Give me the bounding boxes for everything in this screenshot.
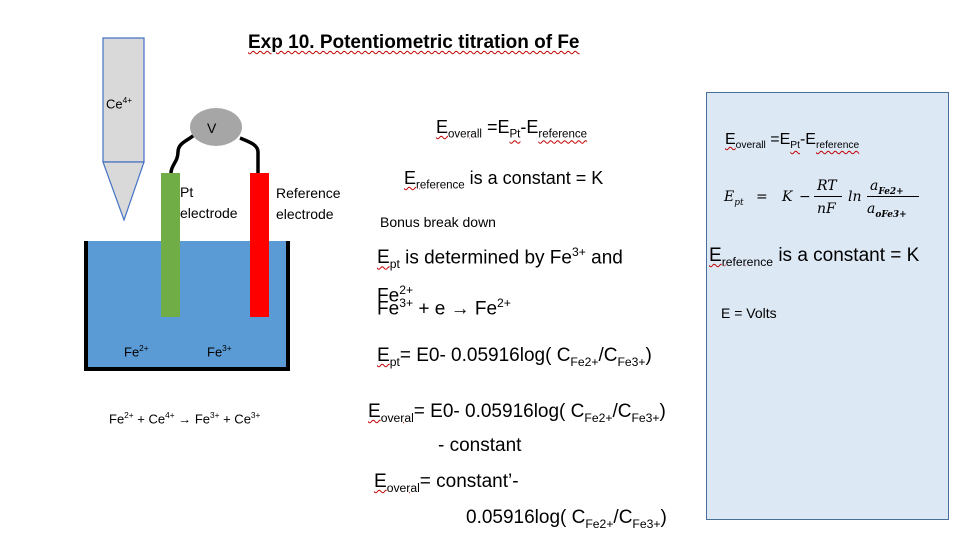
nernst-equation: Ept= E0- 0.05916log( CFe2+/CFe3+) — [377, 345, 652, 369]
panel-e-reference: Ereference is a constant = K — [709, 245, 920, 269]
overall-equation-2: Eoveral= constant’- 0.05916log( CFe2+/CF… — [374, 471, 667, 531]
summary-panel: Eoverall =EPt-Ereference Ept = K − RT nF… — [706, 92, 949, 520]
overall-equation-1: Eoveral= E0- 0.05916log( CFe2+/CFe3+) - … — [368, 401, 666, 456]
e-overall-equation: Eoverall =EPt-Ereference — [436, 117, 588, 141]
page-title: Exp 10. Potentiometric titration of Fe — [248, 32, 580, 54]
reference-electrode-label: Reference electrode — [276, 185, 341, 222]
wire-left — [169, 132, 197, 174]
arrow-icon: → — [450, 298, 470, 320]
ion-fe2-label: Fe2+ — [124, 343, 149, 360]
pt-electrode-label: Pt electrode — [180, 184, 238, 221]
e-reference-statement: Ereference is a constant = K — [404, 168, 604, 192]
voltmeter — [190, 108, 242, 146]
bonus-heading: Bonus break down — [380, 214, 496, 230]
panel-e-overall: Eoverall =EPt-Ereference — [725, 131, 860, 152]
voltmeter-label: V — [207, 120, 217, 136]
ept-determined: Ept is determined by Fe3+ and Fe2+ — [377, 245, 623, 307]
beaker-outline — [84, 241, 290, 371]
burette-label: Ce4+ — [106, 95, 133, 112]
panel-volts: E = Volts — [721, 305, 777, 321]
title-text: Exp 10. Potentiometric titration of Fe — [248, 32, 580, 53]
pt-electrode — [161, 173, 180, 317]
ion-fe3-label: Fe3+ — [207, 343, 232, 360]
reference-electrode — [250, 173, 269, 317]
half-reaction: Fe3+ + e → Fe2+ — [377, 296, 511, 320]
arrow-icon: → — [178, 411, 192, 427]
titration-reaction: Fe2+ + Ce4+ → Fe3+ + Ce3+ — [109, 410, 261, 427]
burette-tip — [102, 161, 145, 222]
wire-right — [239, 136, 260, 173]
